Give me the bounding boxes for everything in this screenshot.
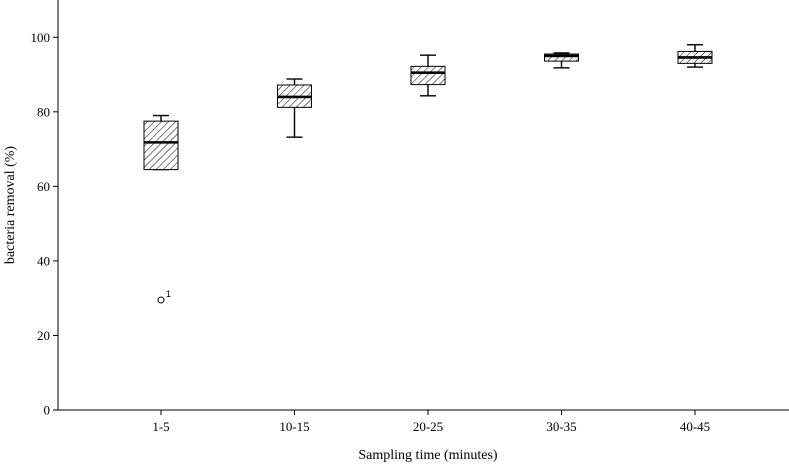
box-iqr <box>544 53 579 62</box>
y-tick-label: 20 <box>37 328 50 343</box>
x-axis-title: Sampling time (minutes) <box>358 448 498 463</box>
x-tick-label: 20-25 <box>413 419 443 434</box>
x-tick-label: 10-15 <box>279 419 309 434</box>
outlier-label: 1 <box>166 289 171 299</box>
x-tick-label: 1-5 <box>152 419 169 434</box>
plot-area: 0 20 40 60 80 100 1-5 1 10-15 20-25 30-35 40-45 <box>31 0 789 434</box>
y-axis-title: bacteria removal (%) <box>3 146 18 264</box>
x-tick-label: 30-35 <box>546 419 576 434</box>
box-iqr <box>143 120 179 171</box>
y-tick-label: 100 <box>31 30 51 45</box>
y-tick-label: 80 <box>37 104 50 119</box>
y-tick-label: 60 <box>37 179 50 194</box>
box-iqr <box>410 65 446 86</box>
y-tick-label: 40 <box>37 253 50 268</box>
x-tick-label: 40-45 <box>680 419 710 434</box>
y-tick-label: 0 <box>44 403 51 418</box>
outlier-point <box>157 296 165 304</box>
